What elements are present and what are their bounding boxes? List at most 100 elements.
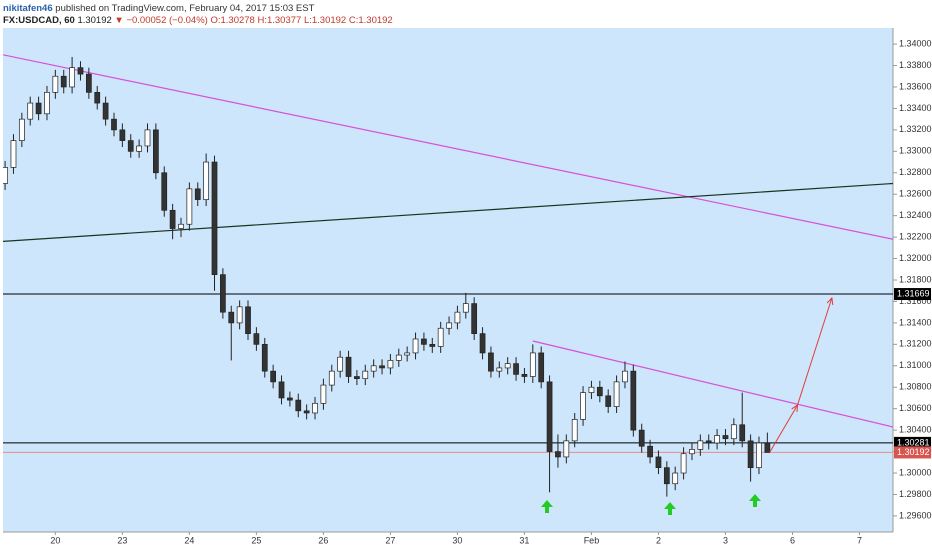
candle-body: [504, 363, 511, 369]
candle-body: [663, 467, 670, 485]
candle-body: [362, 370, 369, 380]
ohlc: O:1.30278: [210, 15, 254, 26]
candle-body: [328, 370, 335, 386]
x-tick-label: 7: [857, 535, 862, 545]
candle-body: [287, 397, 293, 401]
plot-layer: [3, 54, 893, 497]
ohlc: C:1.30192: [349, 15, 393, 26]
candle-body: [127, 140, 134, 152]
y-tick-label: 1.31800: [899, 274, 932, 284]
y-tick-label: 1.34000: [899, 38, 932, 48]
header-line-1: nikitafen46 published on TradingView.com…: [3, 3, 315, 14]
candle-body: [203, 161, 209, 200]
candle-body: [605, 395, 612, 407]
candle-body: [622, 370, 628, 383]
y-tick-label: 1.33200: [899, 124, 932, 134]
x-tick-label: 24: [184, 535, 194, 545]
candle-body: [672, 472, 679, 485]
candle-body: [555, 451, 561, 458]
candle-body: [295, 399, 302, 412]
candle-body: [496, 367, 503, 372]
candle-body: [529, 352, 536, 377]
candle-body: [446, 322, 452, 329]
candle-body: [655, 456, 662, 469]
candle-body: [630, 370, 637, 431]
candle-body: [153, 129, 159, 174]
x-tick-label: 31: [519, 535, 529, 545]
y-tick-label: 1.31600: [899, 296, 932, 306]
x-tick-label: 27: [385, 535, 395, 545]
candle-body: [178, 223, 184, 229]
trend-line: [3, 182, 893, 242]
candle-body: [253, 333, 260, 345]
candle-body: [387, 360, 394, 369]
candle-body: [3, 167, 8, 184]
x-tick-label: 6: [790, 535, 795, 545]
candle-body: [588, 386, 595, 393]
candle-body: [747, 440, 754, 469]
candle-body: [354, 376, 360, 380]
y-tick-label: 1.32800: [899, 167, 932, 177]
candle-body: [488, 352, 494, 372]
candle-body: [697, 440, 704, 450]
y-tick-label: 1.32400: [899, 210, 932, 220]
up-arrow-icon: [541, 500, 553, 513]
x-tick-label: 20: [50, 535, 60, 545]
candle-body: [303, 410, 310, 414]
price-tag-label: 1.30281: [897, 437, 930, 447]
candle-body: [69, 67, 75, 88]
change: ▼ −0.00052 (−0.04%): [114, 15, 207, 26]
price-tag: [894, 288, 931, 301]
candle-body: [60, 75, 67, 88]
candle-body: [194, 188, 201, 200]
x-tick-label: 3: [723, 535, 728, 545]
candle-body: [119, 129, 126, 141]
candle-body: [421, 338, 427, 345]
candle-body: [513, 363, 519, 375]
ohlc: L:1.30192: [304, 15, 346, 26]
candle-body: [94, 91, 101, 104]
price-tag: [894, 446, 931, 459]
candle-body: [77, 67, 84, 75]
candle-body: [563, 440, 570, 458]
symbol: FX:USDCAD, 60: [3, 15, 75, 26]
candle-body: [320, 384, 327, 404]
candle-body: [730, 424, 737, 440]
candle-body: [102, 102, 109, 120]
candle-body: [10, 140, 17, 168]
candle-body: [756, 442, 762, 469]
candle-body: [689, 449, 695, 455]
candle-body: [722, 435, 729, 440]
candle-body: [245, 306, 251, 334]
candle-body: [613, 381, 620, 407]
y-tick-label: 1.31400: [899, 317, 932, 327]
author[interactable]: nikitafen46: [3, 3, 53, 14]
x-tick-label: 23: [117, 535, 127, 545]
candle-body: [111, 118, 117, 131]
candle-body: [638, 429, 645, 447]
candle-body: [546, 381, 553, 452]
price-tag-label: 1.30192: [897, 447, 930, 457]
candle-body: [462, 303, 469, 313]
up-arrow-icon: [749, 494, 761, 507]
candle-body: [27, 102, 34, 120]
y-tick-label: 1.33000: [899, 146, 932, 156]
plot-area: [3, 28, 893, 532]
candle-body: [228, 311, 235, 324]
candle-body: [412, 338, 419, 354]
candle-body: [312, 402, 318, 414]
candle-body: [211, 161, 218, 275]
y-tick-label: 1.30400: [899, 425, 932, 435]
arrow-head: [791, 404, 799, 413]
candle-body: [261, 343, 268, 372]
y-tick-label: 1.31000: [899, 360, 932, 370]
candle-body: [35, 102, 42, 115]
candle-body: [437, 327, 444, 347]
candle-body: [44, 91, 50, 115]
candle-body: [571, 419, 578, 442]
candle-body: [270, 370, 277, 383]
published: published on TradingView.com, February 0…: [55, 3, 314, 14]
candle-body: [379, 365, 385, 369]
